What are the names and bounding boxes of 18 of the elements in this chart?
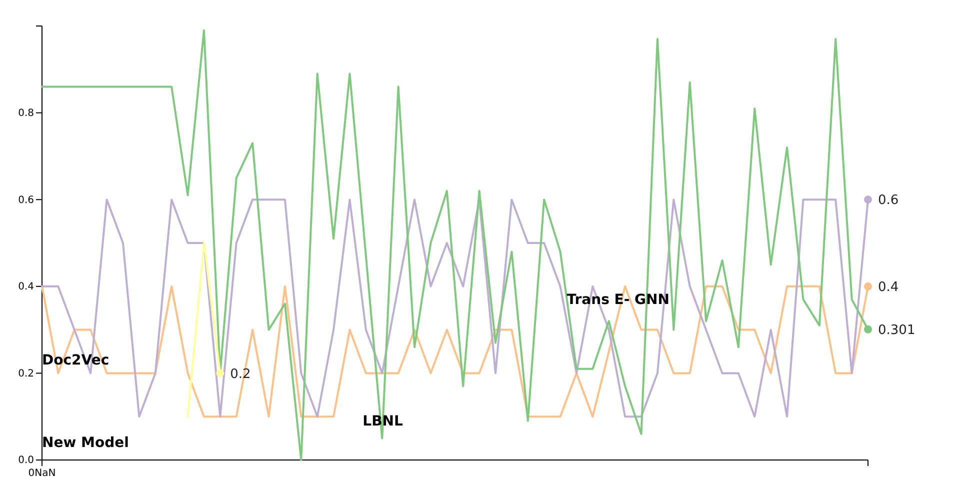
point <box>864 325 872 334</box>
annotation: Doc2Vec <box>42 352 110 369</box>
x-tick-label: 0NaN <box>28 468 56 479</box>
y-tick-label: 0.2 <box>18 368 34 380</box>
point <box>864 282 872 290</box>
annotation: New Model <box>42 434 129 451</box>
y-tick-label: 0.8 <box>18 108 34 119</box>
point <box>864 196 872 204</box>
point <box>216 369 224 378</box>
data-label: 0.301 <box>878 322 916 338</box>
data-label: 0.4 <box>878 280 899 295</box>
y-tick-label: 0.4 <box>18 282 34 293</box>
annotation: LBNL <box>362 413 403 430</box>
y-tick-label: 0.0 <box>18 455 34 466</box>
data-label: 0.6 <box>878 193 899 208</box>
y-tick-label: 0.6 <box>18 194 34 206</box>
annotation: Trans E- GNN <box>566 292 670 308</box>
data-label: 0.2 <box>230 366 251 382</box>
